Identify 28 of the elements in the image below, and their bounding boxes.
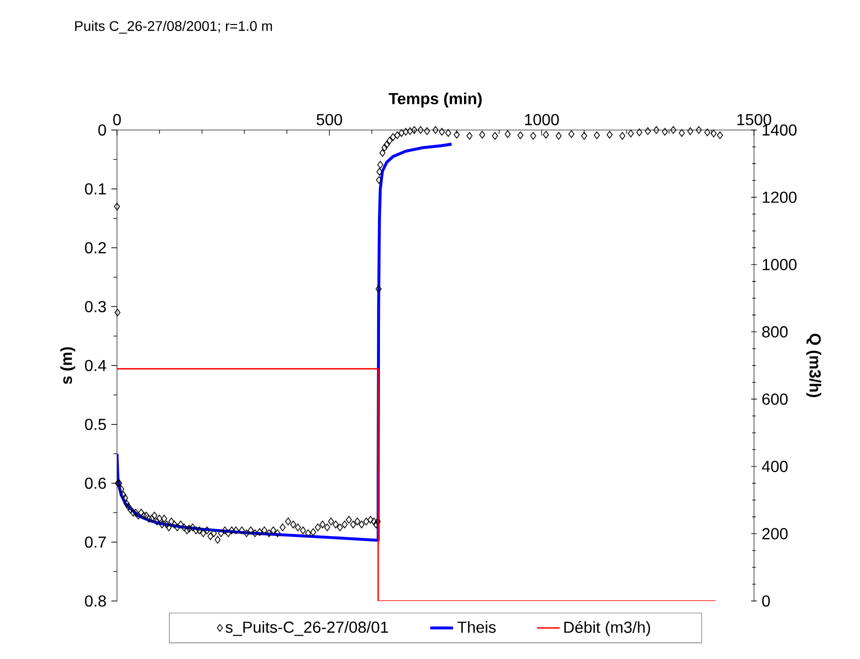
y-axis-title: s (m)	[60, 347, 76, 384]
y2-tick-label: 0	[762, 595, 770, 607]
y-tick-label: 0.6	[84, 478, 106, 489]
y2-tick-label: 1200	[762, 192, 797, 203]
x-tick-label: 0	[113, 114, 121, 126]
y2-tick-label: 800	[762, 326, 788, 338]
x-tick-label: 1000	[525, 114, 559, 126]
y2-axis-title: Q (m3/h)	[806, 334, 822, 398]
y2-tick-label: 400	[762, 460, 788, 472]
legend-label: Débit (m3/h)	[564, 621, 650, 636]
x-tick-label: 500	[316, 114, 342, 126]
y-tick-label: 0.1	[84, 183, 106, 195]
y-tick-label: 0	[98, 124, 106, 136]
y-tick-label: 0.5	[84, 418, 106, 430]
y2-tick-label: 200	[762, 528, 788, 540]
y-tick-label: 0.8	[84, 595, 106, 607]
y-tick-label: 0.7	[84, 536, 106, 548]
chart-title: Puits C_26-27/08/2001; r=1.0 m	[75, 20, 272, 34]
y-tick-label: 0.2	[84, 242, 106, 254]
y2-tick-label: 1000	[762, 258, 797, 270]
y2-tick-label: 600	[762, 393, 788, 405]
y-tick-label: 0.3	[84, 300, 106, 312]
x-tick-label: 1500	[737, 114, 772, 126]
x-axis-title: Temps (min)	[388, 92, 482, 108]
y2-tick-label: 1400	[762, 124, 797, 136]
y-tick-label: 0.4	[84, 360, 106, 372]
legend-label: Theis	[458, 621, 496, 633]
legend-label: s_Puits-C_26-27/08/01	[226, 621, 388, 636]
